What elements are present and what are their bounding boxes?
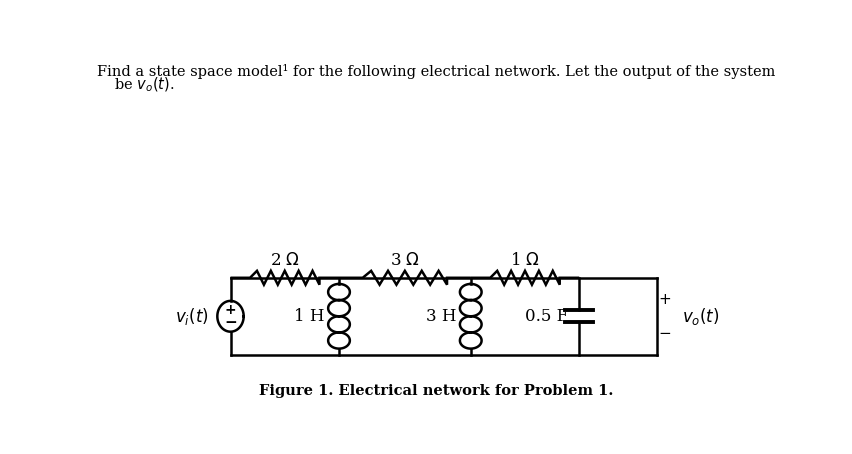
Text: +: + <box>658 292 671 307</box>
Text: be $v_o(t)$.: be $v_o(t)$. <box>114 76 175 94</box>
Text: 3 H: 3 H <box>426 308 457 325</box>
Text: +: + <box>225 303 236 317</box>
Text: 0.5 F: 0.5 F <box>525 308 568 325</box>
Text: −: − <box>224 315 237 330</box>
Text: 2 $\Omega$: 2 $\Omega$ <box>270 252 300 269</box>
Text: Figure 1. Electrical network for Problem 1.: Figure 1. Electrical network for Problem… <box>260 384 613 398</box>
Text: 1 H: 1 H <box>294 308 325 325</box>
Text: 1 $\Omega$: 1 $\Omega$ <box>510 252 540 269</box>
Text: Find a state space model¹ for the following electrical network. Let the output o: Find a state space model¹ for the follow… <box>97 64 776 79</box>
Text: 3 $\Omega$: 3 $\Omega$ <box>390 252 420 269</box>
Text: $v_o(t)$: $v_o(t)$ <box>682 306 719 327</box>
Text: $v_i(t)$: $v_i(t)$ <box>175 306 209 327</box>
Text: −: − <box>658 326 671 340</box>
